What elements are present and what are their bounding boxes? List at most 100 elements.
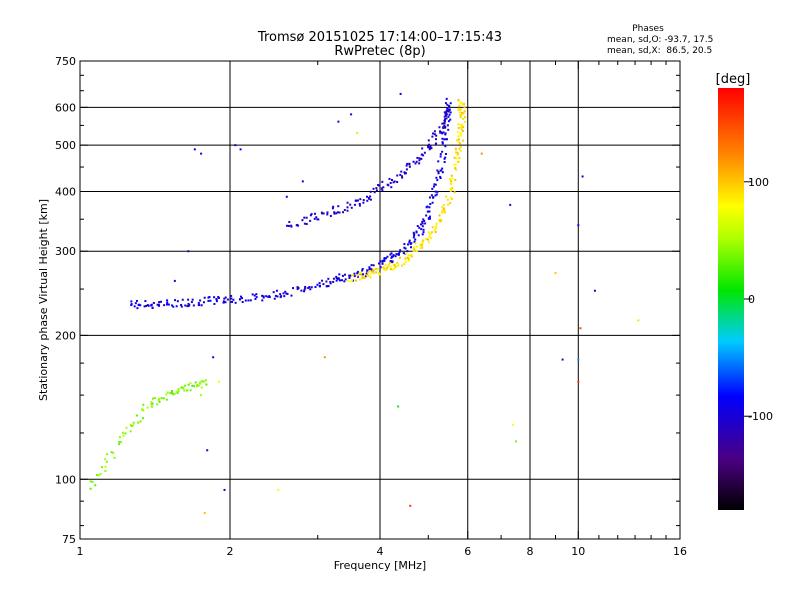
echo-point	[360, 271, 363, 274]
echo-point	[176, 300, 179, 303]
echo-point	[200, 304, 203, 307]
echo-point	[451, 177, 454, 180]
echo-point	[422, 218, 425, 221]
echo-point	[303, 290, 306, 293]
echo-point	[172, 305, 175, 308]
echo-point	[200, 386, 203, 389]
echo-point	[398, 251, 401, 254]
echo-point	[275, 289, 278, 292]
echo-point	[136, 307, 139, 310]
echo-point	[358, 202, 361, 205]
echo-point	[301, 219, 304, 222]
echo-point	[262, 295, 265, 298]
echo-point	[199, 299, 202, 302]
echo-point	[463, 110, 466, 113]
echo-point	[301, 180, 304, 183]
echo-point	[429, 203, 432, 206]
echo-point	[463, 106, 466, 109]
echo-point	[577, 380, 580, 383]
echo-point	[418, 162, 421, 165]
echo-point	[433, 183, 436, 186]
echo-point	[408, 257, 411, 260]
echo-point	[433, 130, 436, 133]
echo-point	[132, 424, 135, 427]
echo-point	[208, 295, 211, 298]
echo-point	[388, 177, 391, 180]
echo-point	[461, 129, 464, 132]
echo-point	[420, 228, 423, 231]
echo-point	[457, 108, 460, 111]
echo-point	[288, 220, 291, 223]
echo-point	[241, 297, 244, 300]
echo-point	[370, 264, 373, 267]
echo-point	[342, 211, 345, 214]
echo-point	[407, 254, 410, 257]
echo-point	[157, 303, 160, 306]
y-tick-label: 600	[55, 101, 76, 114]
echo-point	[368, 268, 371, 271]
echo-point	[404, 247, 407, 250]
echo-point	[381, 259, 384, 262]
echo-point	[458, 156, 461, 159]
echo-point	[224, 296, 227, 299]
echo-point	[415, 245, 418, 248]
echo-point	[244, 299, 247, 302]
echo-point	[434, 231, 437, 234]
echo-point	[429, 233, 432, 236]
echo-point	[198, 381, 201, 384]
echo-point	[303, 222, 306, 225]
echo-point	[137, 304, 140, 307]
echo-point	[464, 120, 467, 123]
y-tick-label: 500	[55, 139, 76, 152]
x-tick-label: 8	[527, 545, 534, 558]
echo-point	[157, 399, 160, 402]
echo-point	[181, 386, 184, 389]
phase-stats-heading: Phases	[632, 24, 664, 34]
echo-point	[371, 270, 374, 273]
echo-point	[416, 225, 419, 228]
echo-point	[305, 216, 308, 219]
echo-point	[445, 195, 448, 198]
x-tick-label: 4	[377, 545, 384, 558]
echo-point	[209, 299, 212, 302]
echo-point	[352, 274, 355, 277]
echo-point	[443, 211, 446, 214]
echo-point	[356, 270, 359, 273]
echo-point	[206, 449, 209, 452]
echo-point	[390, 256, 393, 259]
echo-point	[215, 300, 218, 303]
echo-point	[420, 223, 423, 226]
echo-point	[427, 238, 430, 241]
echo-point	[300, 289, 303, 292]
echo-point	[418, 157, 421, 160]
echo-point	[331, 207, 334, 210]
echo-point	[105, 460, 108, 463]
echo-point	[162, 397, 165, 400]
echo-point	[438, 214, 441, 217]
echo-point	[366, 269, 369, 272]
echo-point	[212, 356, 215, 359]
echo-point	[401, 176, 404, 179]
echo-point	[416, 156, 419, 159]
y-tick-label: 300	[55, 245, 76, 258]
echo-point	[457, 140, 460, 143]
echo-point	[326, 211, 329, 214]
echo-point	[98, 474, 101, 477]
echo-point	[303, 216, 306, 219]
echo-point	[188, 303, 191, 306]
echo-point	[318, 282, 321, 285]
echo-point	[439, 219, 442, 222]
echo-point	[197, 384, 200, 387]
echo-point	[389, 181, 392, 184]
echo-point	[515, 440, 518, 443]
echo-point	[353, 203, 356, 206]
echo-point	[441, 171, 444, 174]
echo-point	[386, 255, 389, 258]
echo-point	[400, 170, 403, 173]
echo-point	[124, 432, 127, 435]
phase-stats-x: mean, sd,X: 86.5, 20.5	[607, 46, 712, 56]
echo-point	[267, 295, 270, 298]
echo-point	[387, 265, 390, 268]
echo-point	[335, 277, 338, 280]
echo-point	[403, 263, 406, 266]
